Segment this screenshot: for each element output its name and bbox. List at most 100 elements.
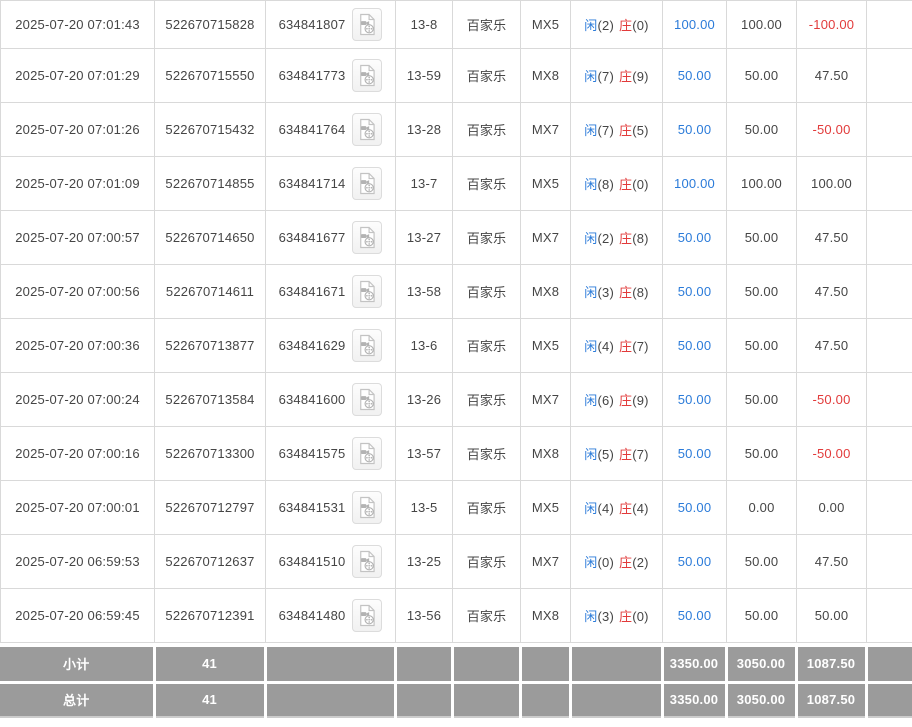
- grand-total-empty-cell: [518, 680, 572, 717]
- platform-code: MX7: [520, 534, 571, 589]
- platform-code: MX5: [520, 0, 571, 49]
- banker-count: (0): [632, 18, 649, 33]
- player-label: 闲: [584, 393, 598, 408]
- win-loss-amount: 47.50: [796, 534, 867, 589]
- order-number: 522670713300: [154, 426, 266, 481]
- game-type: 百家乐: [452, 210, 521, 265]
- banker-count: (8): [632, 231, 649, 246]
- video-replay-button[interactable]: [352, 491, 383, 524]
- order-number: 522670712391: [154, 588, 266, 643]
- video-replay-button[interactable]: [352, 599, 383, 632]
- player-label: 闲: [584, 339, 598, 354]
- video-replay-button[interactable]: [352, 167, 383, 200]
- round-number: 634841510: [278, 554, 346, 569]
- bet-time: 2025-07-20 07:01:26: [0, 102, 155, 157]
- round-number: 634841773: [278, 68, 346, 83]
- round-cell: 634841764: [265, 102, 396, 157]
- table-number: 13-26: [395, 372, 453, 427]
- game-result: 闲(2) 庄(0): [570, 0, 663, 49]
- banker-count: (7): [632, 447, 649, 462]
- bet-amount-link[interactable]: 50.00: [662, 534, 727, 589]
- bet-time: 2025-07-20 07:01:09: [0, 156, 155, 211]
- valid-amount: 50.00: [726, 264, 797, 319]
- player-label: 闲: [584, 231, 598, 246]
- valid-amount: 50.00: [726, 372, 797, 427]
- video-replay-button[interactable]: [352, 545, 383, 578]
- video-replay-button[interactable]: [352, 383, 383, 416]
- platform-code: MX7: [520, 372, 571, 427]
- player-label: 闲: [584, 555, 598, 570]
- video-replay-button[interactable]: [352, 113, 383, 146]
- round-number: 634841764: [278, 122, 346, 137]
- bet-amount-link[interactable]: 50.00: [662, 480, 727, 535]
- bet-amount-link[interactable]: 50.00: [662, 264, 727, 319]
- bet-amount-link[interactable]: 50.00: [662, 210, 727, 265]
- video-replay-button[interactable]: [352, 437, 383, 470]
- video-replay-button[interactable]: [352, 8, 383, 41]
- order-number: 522670714611: [154, 264, 266, 319]
- empty-cell: [866, 534, 912, 589]
- bet-amount-link[interactable]: 50.00: [662, 48, 727, 103]
- table-row: 2025-07-20 06:59:53 522670712637 6348415…: [0, 534, 912, 589]
- video-file-icon: [360, 13, 376, 36]
- game-result: 闲(7) 庄(9): [570, 48, 663, 103]
- empty-cell: [866, 426, 912, 481]
- game-result: 闲(3) 庄(8): [570, 264, 663, 319]
- win-loss-amount: 0.00: [796, 480, 867, 535]
- empty-cell: [866, 156, 912, 211]
- bet-history-table: 2025-07-20 07:01:43 522670715828 6348418…: [0, 0, 912, 643]
- grand-total-empty-cell: [263, 680, 397, 717]
- game-type: 百家乐: [452, 48, 521, 103]
- banker-label: 庄: [619, 123, 633, 138]
- banker-label: 庄: [619, 393, 633, 408]
- bet-amount-link[interactable]: 100.00: [662, 156, 727, 211]
- video-replay-button[interactable]: [352, 275, 383, 308]
- empty-cell: [866, 318, 912, 373]
- table-row: 2025-07-20 07:00:16 522670713300 6348415…: [0, 426, 912, 481]
- subtotal-valid-total: 3050.00: [724, 647, 798, 684]
- game-type: 百家乐: [452, 372, 521, 427]
- video-file-icon: [360, 604, 376, 627]
- bet-amount-link[interactable]: 50.00: [662, 588, 727, 643]
- bet-amount-link[interactable]: 50.00: [662, 102, 727, 157]
- bet-time: 2025-07-20 07:00:24: [0, 372, 155, 427]
- video-replay-button[interactable]: [352, 221, 383, 254]
- video-file-icon: [360, 226, 376, 249]
- video-replay-button[interactable]: [352, 329, 383, 362]
- bet-amount-link[interactable]: 50.00: [662, 318, 727, 373]
- order-number: 522670715828: [154, 0, 266, 49]
- round-number: 634841677: [278, 230, 346, 245]
- table-number: 13-5: [395, 480, 453, 535]
- video-file-icon: [360, 550, 376, 573]
- bet-time: 2025-07-20 07:00:57: [0, 210, 155, 265]
- banker-count: (9): [632, 393, 649, 408]
- valid-amount: 50.00: [726, 102, 797, 157]
- video-replay-button[interactable]: [352, 59, 383, 92]
- bet-amount-link[interactable]: 100.00: [662, 0, 727, 49]
- bet-time: 2025-07-20 07:01:43: [0, 0, 155, 49]
- banker-count: (0): [632, 609, 649, 624]
- banker-count: (5): [632, 123, 649, 138]
- round-number: 634841671: [278, 284, 346, 299]
- game-type: 百家乐: [452, 0, 521, 49]
- table-number: 13-27: [395, 210, 453, 265]
- empty-cell: [866, 372, 912, 427]
- empty-cell: [866, 0, 912, 49]
- win-loss-amount: -100.00: [796, 0, 867, 49]
- bet-time: 2025-07-20 07:00:01: [0, 480, 155, 535]
- subtotal-empty-cell: [864, 647, 912, 684]
- bet-amount-link[interactable]: 50.00: [662, 426, 727, 481]
- win-loss-amount: 47.50: [796, 48, 867, 103]
- table-row: 2025-07-20 07:00:56 522670714611 6348416…: [0, 264, 912, 319]
- banker-label: 庄: [619, 285, 633, 300]
- round-cell: 634841773: [265, 48, 396, 103]
- grand-total-empty-cell: [568, 680, 664, 717]
- round-cell: 634841677: [265, 210, 396, 265]
- order-number: 522670714855: [154, 156, 266, 211]
- empty-cell: [866, 264, 912, 319]
- game-type: 百家乐: [452, 534, 521, 589]
- player-label: 闲: [584, 285, 598, 300]
- round-number: 634841807: [278, 17, 346, 32]
- bet-amount-link[interactable]: 50.00: [662, 372, 727, 427]
